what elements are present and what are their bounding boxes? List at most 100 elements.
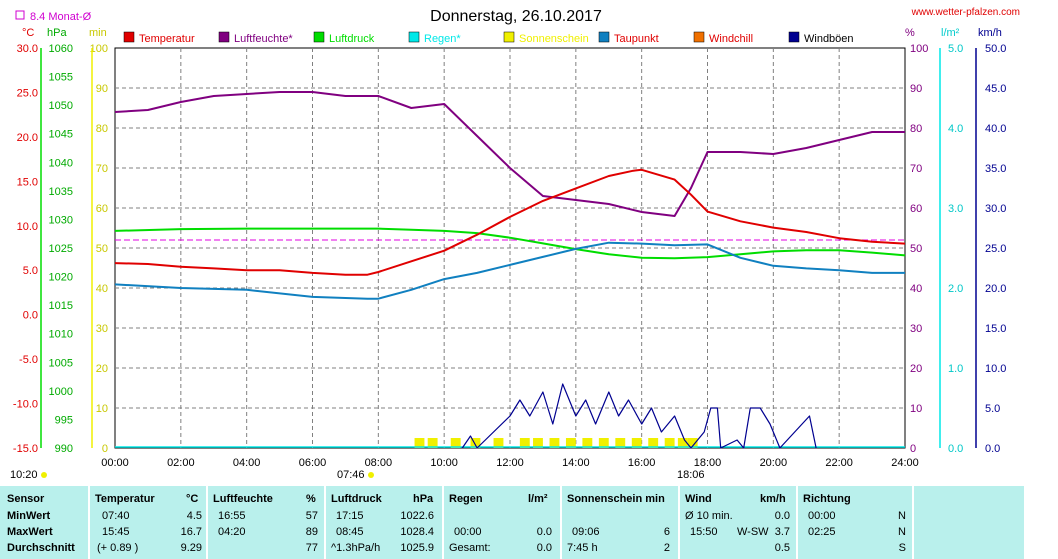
statistics-table: Sensor MinWert MaxWert Durchschnitt Temp… bbox=[0, 486, 1058, 559]
minutes-tick-label: 60 bbox=[96, 203, 108, 215]
press-avg: 1025.9 bbox=[400, 542, 434, 554]
sun-head: Sonnenschein min bbox=[567, 493, 665, 505]
wind-tick-label: 15.0 bbox=[985, 323, 1006, 335]
legend-label: Luftfeuchte* bbox=[234, 33, 293, 45]
month-avg-label: 8.4 Monat-Ø bbox=[30, 11, 92, 23]
minutes-tick-label: 80 bbox=[96, 123, 108, 135]
rain-unit: l/m² bbox=[528, 493, 548, 505]
rain-avg: 0.0 bbox=[536, 542, 552, 554]
pressure-tick-label: 1020 bbox=[49, 272, 73, 284]
humidity-tick-label: 0 bbox=[910, 443, 916, 455]
wind-max-dir: W-SW bbox=[737, 526, 769, 538]
wind-min: 0.0 bbox=[774, 510, 790, 522]
col-luftdruck bbox=[326, 486, 442, 559]
website-link[interactable]: www.wetter-pfalzen.com bbox=[911, 7, 1020, 18]
minutes-tick-label: 70 bbox=[96, 163, 108, 175]
x-tick-label: 00:00 bbox=[101, 457, 129, 469]
minutes-tick-label: 0 bbox=[102, 443, 108, 455]
dir-min-time: 00:00 bbox=[808, 510, 836, 522]
sunshine-bar bbox=[470, 438, 481, 448]
press-unit: hPa bbox=[413, 493, 434, 505]
wind-tick-label: 5.0 bbox=[985, 403, 1000, 415]
sunrise-sun-icon bbox=[368, 472, 374, 478]
pressure-tick-label: 1055 bbox=[49, 72, 73, 84]
x-tick-label: 06:00 bbox=[299, 457, 327, 469]
minutes-tick-label: 40 bbox=[96, 283, 108, 295]
temp-avg: 9.29 bbox=[180, 542, 202, 554]
rain-tick-label: 0.0 bbox=[948, 443, 963, 455]
legend-label: Luftdruck bbox=[329, 33, 375, 45]
temp-unit: °C bbox=[186, 493, 199, 505]
legend-swatch bbox=[218, 31, 230, 43]
row-label-minwert: MinWert bbox=[7, 510, 51, 522]
temp-head: Temperatur bbox=[95, 493, 155, 505]
pressure-tick-label: 1025 bbox=[49, 243, 73, 255]
pressure-tick-label: 1030 bbox=[49, 214, 73, 226]
temp-max: 16.7 bbox=[180, 526, 202, 538]
temp-tick-label: -10.0 bbox=[13, 399, 38, 411]
wind-tick-label: 40.0 bbox=[985, 123, 1006, 135]
sunshine-bar bbox=[450, 438, 461, 448]
hum-min: 57 bbox=[305, 510, 318, 522]
x-tick-label: 04:00 bbox=[233, 457, 261, 469]
month-avg-marker-icon bbox=[15, 10, 25, 20]
temp-tick-label: 25.0 bbox=[17, 87, 38, 99]
temp-tick-label: 5.0 bbox=[23, 265, 38, 277]
sunshine-bar bbox=[598, 438, 609, 448]
wind-min-time: Ø 10 min. bbox=[685, 510, 733, 522]
rain-tick-label: 1.0 bbox=[948, 363, 963, 375]
pressure-tick-label: 1035 bbox=[49, 186, 73, 198]
hum-head: Luftfeuchte bbox=[213, 493, 273, 505]
col-sensor bbox=[0, 486, 88, 559]
pressure-tick-label: 1000 bbox=[49, 386, 73, 398]
legend-swatch bbox=[693, 31, 705, 43]
hum-min-time: 16:55 bbox=[218, 510, 246, 522]
minutes-tick-label: 10 bbox=[96, 403, 108, 415]
legend-swatch bbox=[503, 31, 515, 43]
x-tick-label: 22:00 bbox=[825, 457, 853, 469]
sunshine-bar bbox=[519, 438, 530, 448]
row-label-durchschnitt: Durchschnitt bbox=[7, 542, 75, 554]
humidity-tick-label: 10 bbox=[910, 403, 922, 415]
wind-unit: km/h bbox=[760, 493, 786, 505]
sunshine-bar bbox=[677, 438, 688, 448]
hum-unit: % bbox=[306, 493, 316, 505]
pressure-tick-label: 1010 bbox=[49, 329, 73, 341]
press-min-time: 17:15 bbox=[336, 510, 364, 522]
humidity-tick-label: 90 bbox=[910, 83, 922, 95]
sunset-label: 18:06 bbox=[677, 469, 705, 481]
wind-max-time: 15:50 bbox=[690, 526, 718, 538]
plot-area bbox=[114, 91, 906, 449]
col-sonne bbox=[562, 486, 678, 559]
press-avg-note: ^1.3hPa/h bbox=[331, 542, 381, 554]
row-label-maxwert: MaxWert bbox=[7, 526, 53, 538]
legend-swatch bbox=[408, 31, 420, 43]
sunshine-bar bbox=[549, 438, 560, 448]
x-tick-label: 10:00 bbox=[430, 457, 458, 469]
dir-min: N bbox=[898, 510, 906, 522]
rain-tick-label: 4.0 bbox=[948, 123, 963, 135]
press-max: 1028.4 bbox=[400, 526, 434, 538]
x-tick-label: 20:00 bbox=[760, 457, 788, 469]
rain-avg-note: Gesamt: bbox=[449, 542, 491, 554]
temp-tick-label: 20.0 bbox=[17, 132, 38, 144]
legend-label: Windböen bbox=[804, 33, 854, 45]
temp-min: 4.5 bbox=[186, 510, 202, 522]
col-temperatur bbox=[90, 486, 206, 559]
legend-swatch bbox=[598, 31, 610, 43]
hum-avg: 77 bbox=[305, 542, 318, 554]
wind-tick-label: 20.0 bbox=[985, 283, 1006, 295]
temp-max-time: 15:45 bbox=[102, 526, 130, 538]
sunshine-bar bbox=[533, 438, 543, 448]
humidity-tick-label: 20 bbox=[910, 363, 922, 375]
unit-kmh: km/h bbox=[978, 27, 1002, 39]
weather-chart: Donnerstag, 26.10.2017 www.wetter-pfalze… bbox=[10, 7, 1020, 481]
pressure-tick-label: 1005 bbox=[49, 357, 73, 369]
pressure-tick-label: 1040 bbox=[49, 157, 73, 169]
wind-tick-label: 50.0 bbox=[985, 43, 1006, 55]
sun-avg: 2 bbox=[663, 542, 670, 554]
press-min: 1022.6 bbox=[400, 510, 434, 522]
col-richtung bbox=[798, 486, 912, 559]
legend-label: Windchill bbox=[709, 33, 753, 45]
humidity-tick-label: 30 bbox=[910, 323, 922, 335]
